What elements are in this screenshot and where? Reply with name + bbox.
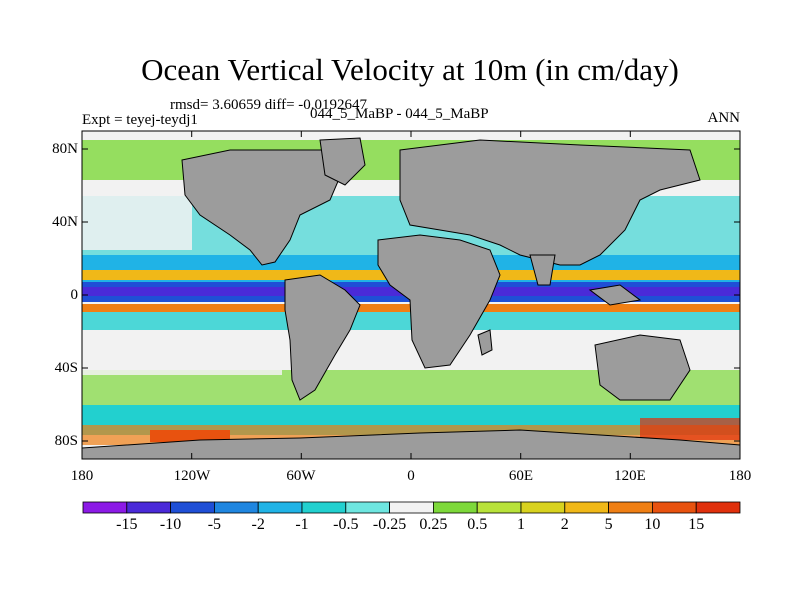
experiment-label: Expt = teyej-teydj1 xyxy=(82,112,198,128)
colorbar-label: 10 xyxy=(644,516,661,533)
colorbar-label: 15 xyxy=(688,516,705,533)
colorbar-label: 5 xyxy=(604,516,613,533)
lon-label-60e: 60E xyxy=(508,468,534,484)
colorbar-swatch xyxy=(389,501,434,514)
colorbar-label: 0.25 xyxy=(419,516,448,533)
colorbar-swatch xyxy=(301,501,347,514)
colorbar-label: -5 xyxy=(207,516,222,533)
colorbar-swatch xyxy=(564,501,609,514)
colorbar-label: -15 xyxy=(116,516,138,533)
colorbar-label: -2 xyxy=(251,516,265,533)
colorbar-swatch xyxy=(608,501,653,514)
colorbar-label: 1 xyxy=(517,516,525,533)
lat-ticks xyxy=(82,148,740,442)
colorbar-swatch xyxy=(432,501,478,514)
colorbar-swatch xyxy=(345,501,390,514)
colorbar-swatch xyxy=(652,501,697,514)
lat-label-40s: 40S xyxy=(54,360,78,376)
colorbar-label: -0.25 xyxy=(372,516,407,533)
colorbar-label: -1 xyxy=(295,516,309,533)
colorbar-swatch xyxy=(257,501,303,514)
colorbar-swatch xyxy=(213,501,259,514)
colorbar-swatch xyxy=(520,501,566,514)
colorbar-label: 2 xyxy=(560,516,569,533)
colorbar-swatch xyxy=(476,501,522,514)
lon-label-0: 0 xyxy=(407,468,415,484)
rmsd-diff-stats: rmsd= 3.60659 diff= -0.0192647 xyxy=(170,97,368,113)
lon-label-60w: 60W xyxy=(286,468,316,484)
lat-label-80s: 80S xyxy=(54,433,78,449)
map-title: Ocean Vertical Velocity at 10m (in cm/da… xyxy=(141,52,679,87)
colorbar-swatch xyxy=(126,501,172,514)
lon-ticks xyxy=(81,131,741,459)
colorbar-swatch xyxy=(695,501,741,514)
colorbar xyxy=(82,501,741,514)
lon-label-180e: 180 xyxy=(728,468,752,484)
period-label: 044_5_MaBP - 044_5_MaBP xyxy=(310,106,489,122)
colorbar-swatch xyxy=(170,501,215,514)
lon-label-180w: 180 xyxy=(70,468,94,484)
colorbar-label: 0.5 xyxy=(467,516,488,533)
lat-label-80n: 80N xyxy=(52,141,78,157)
colorbar-label: -0.5 xyxy=(333,516,359,533)
colorbar-swatch xyxy=(82,501,128,514)
land-masses xyxy=(82,137,740,459)
ocean-field xyxy=(82,131,740,459)
lon-label-120e: 120E xyxy=(614,468,646,484)
colorbar-label: -10 xyxy=(159,516,182,533)
season-label: ANN xyxy=(707,110,741,126)
lon-label-120w: 120W xyxy=(173,468,211,484)
lat-label-0: 0 xyxy=(70,287,79,303)
lat-label-40n: 40N xyxy=(52,214,78,230)
